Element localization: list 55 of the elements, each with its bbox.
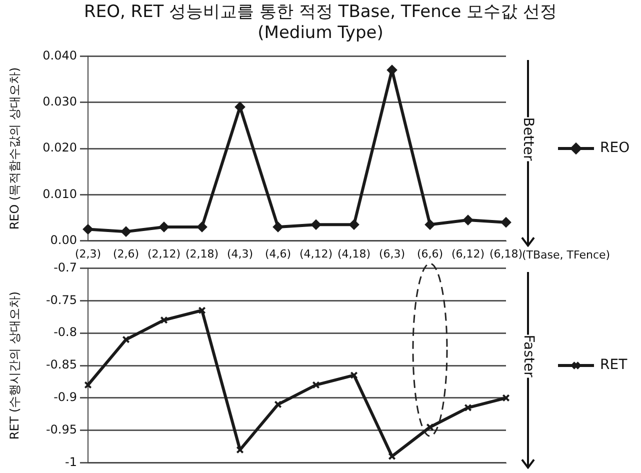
y-tick-label: 0.010	[42, 186, 77, 201]
x-tick-label: (2,3)	[74, 247, 102, 260]
point	[350, 371, 358, 380]
x-tick-label: (6,12)	[451, 247, 485, 260]
point	[349, 220, 359, 230]
x-tick-label: (4,6)	[264, 247, 292, 260]
y-tick-label: -0.7	[54, 260, 77, 274]
chart-subtitle: (Medium Type)	[256, 23, 384, 44]
y-tick-label: 0.00	[50, 232, 77, 247]
y-tick-label: 0.020	[42, 140, 77, 155]
x-tick-label: (4,3)	[226, 247, 254, 260]
point	[197, 222, 207, 232]
point	[312, 381, 320, 389]
text: Faster	[520, 334, 536, 377]
point	[122, 336, 130, 344]
point	[501, 217, 511, 228]
point	[463, 215, 473, 226]
x-tick-label: (2,18)	[185, 247, 219, 260]
x-tick-label: (6,18)	[489, 247, 523, 260]
point	[236, 446, 244, 454]
x-axis-title: (TBase, TFence)	[522, 248, 610, 262]
point	[121, 226, 131, 237]
x-tick-label: (4,18)	[337, 247, 371, 260]
point	[311, 220, 321, 230]
point	[425, 220, 435, 230]
text: Better	[520, 116, 536, 160]
x-tick-label: (2,6)	[112, 247, 140, 260]
point	[160, 316, 168, 324]
y-tick-label: 0.040	[42, 48, 77, 62]
point	[274, 400, 282, 408]
chart-title: REO, RET 성능비교를 통한 적정 TBase, TFence 모수값 선정	[83, 2, 558, 23]
x-tick-label: (2,12)	[147, 247, 181, 260]
point	[464, 404, 472, 412]
y-tick-label: -0.8	[54, 325, 77, 340]
legend-label: REO	[600, 140, 630, 156]
point	[83, 224, 93, 234]
y-tick-label: -0.75	[46, 292, 77, 307]
x-tick-label: (6,6)	[416, 247, 444, 260]
y-tick-label: -0.85	[46, 358, 77, 372]
y-tick-label: 0.030	[42, 94, 77, 108]
x-tick-label: (4,12)	[299, 247, 333, 260]
point	[84, 381, 92, 389]
point	[235, 102, 245, 112]
point	[273, 222, 283, 232]
y-tick-label: -1	[65, 454, 77, 469]
point	[159, 222, 169, 232]
x-tick-label: (6,3)	[378, 247, 406, 260]
y-tick-label: -0.95	[46, 422, 77, 436]
y-axis-title: REO (목적함수값의 상대오차)	[7, 67, 22, 230]
point	[388, 452, 396, 460]
y-axis-title: RET (수행시간의 상대오차)	[7, 291, 22, 440]
point	[426, 423, 434, 431]
point	[198, 306, 206, 314]
legend-label: RET	[600, 357, 628, 374]
y-tick-label: -0.9	[54, 390, 77, 404]
